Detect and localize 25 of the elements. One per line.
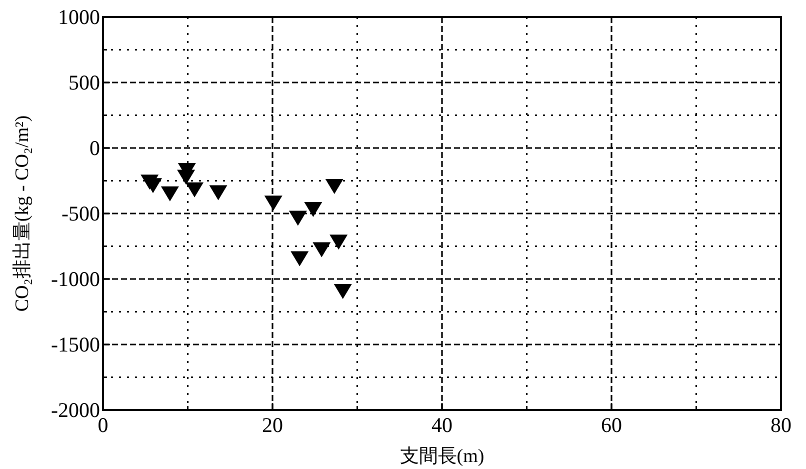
y-tick-label: 500: [68, 70, 100, 94]
point: [330, 234, 348, 250]
point: [288, 210, 307, 226]
point: [334, 284, 352, 300]
y-tick-label: -500: [62, 202, 100, 226]
point: [304, 202, 322, 218]
x-tick-label: 60: [601, 413, 622, 437]
y-axis-title: CO₂排出量(kg - CO₂/m²): [12, 115, 33, 312]
x-tick-label: 40: [432, 413, 452, 437]
point: [325, 178, 344, 194]
point: [290, 251, 309, 266]
y-tick-label: -1500: [51, 332, 100, 356]
x-tick-label: 20: [262, 413, 283, 437]
point: [209, 185, 228, 200]
y-tick-label: -2000: [51, 398, 100, 422]
y-tick-label: -1000: [51, 267, 100, 291]
point: [312, 242, 331, 258]
point: [177, 170, 196, 185]
point: [160, 186, 179, 202]
point: [264, 196, 282, 211]
x-axis-title: 支間長(m): [400, 446, 484, 467]
y-tick-label: 1000: [58, 5, 100, 29]
y-tick-label: 0: [90, 136, 100, 160]
x-tick-label: 80: [770, 413, 792, 437]
point: [186, 182, 204, 198]
